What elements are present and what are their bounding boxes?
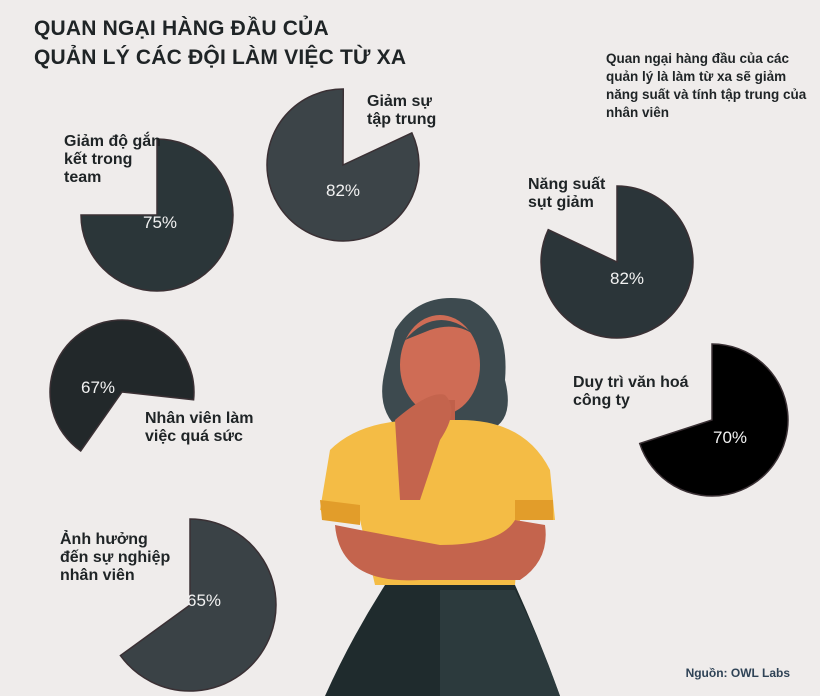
pie-value-label: 65% bbox=[187, 591, 221, 610]
summary-note: Quan ngại hàng đầu của các quản lý là là… bbox=[606, 51, 807, 120]
pie-value-label: 67% bbox=[81, 378, 115, 397]
label-career: Ảnh hưởng đến sự nghiệp nhân viên bbox=[60, 531, 171, 584]
title-line-2: QUẢN LÝ CÁC ĐỘI LÀM VIỆC TỪ XA bbox=[34, 46, 407, 69]
pie-value-label: 75% bbox=[143, 213, 177, 232]
label-productivity: Năng suất sụt giảm bbox=[528, 176, 606, 211]
pie-wedge bbox=[638, 343, 789, 497]
source-note: Nguồn: OWL Labs bbox=[685, 666, 790, 680]
pie-value-label: 82% bbox=[326, 181, 360, 200]
label-overwork: Nhân viên làm việc quá sức bbox=[145, 410, 254, 445]
pie-wedge bbox=[266, 88, 420, 242]
title-line-1: QUAN NGẠI HÀNG ĐẦU CỦA bbox=[34, 17, 329, 40]
label-culture: Duy trì văn hoá công ty bbox=[573, 374, 689, 409]
label-engagement: Giảm độ gắn kết trong team bbox=[64, 133, 161, 186]
pie-value-label: 70% bbox=[713, 428, 747, 447]
pie-wedge bbox=[540, 185, 694, 339]
page-title: QUAN NGẠI HÀNG ĐẦU CỦA QUẢN LÝ CÁC ĐỘI L… bbox=[34, 14, 406, 72]
pie-wedge bbox=[119, 518, 277, 692]
pie-wedge bbox=[80, 138, 234, 292]
woman-illustration bbox=[320, 298, 560, 696]
pie-wedge bbox=[49, 319, 195, 453]
pie-value-label: 82% bbox=[610, 269, 644, 288]
label-focus: Giảm sự tập trung bbox=[367, 93, 437, 128]
